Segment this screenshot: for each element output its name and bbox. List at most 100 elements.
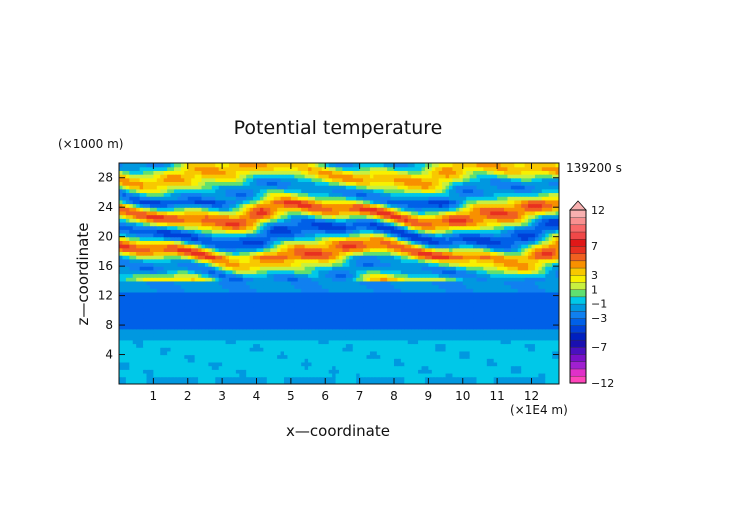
heatmap-cell <box>517 372 522 378</box>
heatmap-cell <box>390 244 395 249</box>
heatmap-cell <box>163 372 168 378</box>
heatmap-cell <box>449 269 454 275</box>
heatmap-cell <box>156 325 161 330</box>
heatmap-cell <box>366 310 371 315</box>
heatmap-cell <box>167 280 172 286</box>
heatmap-cell <box>380 380 385 384</box>
heatmap-cell <box>555 295 559 300</box>
heatmap-cell <box>253 288 258 293</box>
heatmap-cell <box>222 291 227 297</box>
heatmap-cell <box>442 328 447 334</box>
heatmap-cell <box>256 306 261 311</box>
heatmap-cell <box>497 266 502 271</box>
heatmap-cell <box>229 365 234 370</box>
heatmap-cell <box>517 310 522 315</box>
heatmap-cell <box>431 372 436 378</box>
heatmap-cell <box>215 339 220 345</box>
heatmap-cell <box>476 269 481 275</box>
heatmap-cell <box>304 247 309 252</box>
heatmap-cell <box>414 376 419 381</box>
heatmap-cell <box>308 328 313 334</box>
heatmap-cell <box>239 361 244 367</box>
heatmap-cell <box>119 350 124 356</box>
heatmap-cell <box>153 310 158 315</box>
heatmap-cell <box>459 372 464 378</box>
heatmap-cell <box>143 328 148 334</box>
heatmap-cell <box>259 350 264 356</box>
heatmap-cell <box>442 262 447 267</box>
heatmap-cell <box>418 262 423 267</box>
heatmap-cell <box>490 328 495 334</box>
heatmap-cell <box>342 332 347 337</box>
heatmap-cell <box>222 273 227 278</box>
heatmap-cell <box>342 302 347 308</box>
heatmap-cell <box>414 255 419 260</box>
heatmap-cell <box>541 251 546 256</box>
heatmap-cell <box>507 258 512 264</box>
heatmap-cell <box>369 358 374 363</box>
heatmap-cell <box>184 299 189 304</box>
heatmap-cell <box>424 350 429 356</box>
heatmap-cell <box>366 361 371 367</box>
heatmap-cell <box>129 339 134 345</box>
heatmap-cell <box>459 310 464 315</box>
heatmap-cell <box>469 339 474 345</box>
heatmap-cell <box>528 280 533 286</box>
heatmap-cell <box>483 358 488 363</box>
heatmap-cell <box>400 251 405 256</box>
heatmap-cell <box>273 361 278 367</box>
heatmap-cell <box>411 332 416 337</box>
heatmap-cell <box>263 255 268 260</box>
heatmap-cell <box>497 365 502 370</box>
heatmap-cell <box>521 262 526 267</box>
heatmap-cell <box>524 302 529 308</box>
heatmap-cell <box>201 258 206 264</box>
heatmap-cell <box>486 328 491 334</box>
heatmap-cell <box>493 269 498 275</box>
heatmap-cell <box>143 358 148 363</box>
heatmap-cell <box>177 277 182 282</box>
heatmap-cell <box>149 244 154 249</box>
heatmap-cell <box>435 358 440 363</box>
heatmap-cell <box>335 280 340 286</box>
heatmap-cell <box>476 369 481 374</box>
heatmap-cell <box>493 336 498 341</box>
heatmap-cell <box>455 336 460 341</box>
heatmap-cell <box>424 354 429 359</box>
heatmap-cell <box>174 372 179 378</box>
heatmap-cell <box>500 372 505 378</box>
heatmap-cell <box>194 288 199 293</box>
heatmap-cell <box>266 277 271 282</box>
heatmap-cell <box>380 244 385 249</box>
heatmap-cell <box>294 343 299 348</box>
heatmap-cell <box>318 291 323 297</box>
heatmap-cell <box>538 306 543 311</box>
heatmap-cell <box>335 291 340 297</box>
heatmap-cell <box>356 365 361 370</box>
heatmap-cell <box>342 273 347 278</box>
heatmap-cell <box>500 317 505 322</box>
heatmap-cell <box>424 280 429 286</box>
heatmap-cell <box>479 376 484 381</box>
heatmap-cell <box>421 332 426 337</box>
heatmap-cell <box>455 350 460 356</box>
heatmap-cell <box>366 280 371 286</box>
heatmap-cell <box>352 314 357 319</box>
heatmap-cell <box>321 380 326 384</box>
heatmap-cell <box>387 350 392 356</box>
heatmap-cell <box>129 321 134 326</box>
heatmap-cell <box>521 284 526 289</box>
heatmap-cell <box>438 277 443 282</box>
heatmap-cell <box>545 291 550 297</box>
heatmap-cell <box>483 255 488 260</box>
heatmap-cell <box>339 354 344 359</box>
heatmap-cell <box>225 361 230 367</box>
heatmap-cell <box>476 376 481 381</box>
heatmap-cell <box>229 288 234 293</box>
heatmap-cell <box>222 372 227 378</box>
heatmap-cell <box>174 273 179 278</box>
heatmap-cell <box>424 365 429 370</box>
heatmap-cell <box>380 361 385 367</box>
heatmap-cell <box>301 288 306 293</box>
heatmap-cell <box>184 328 189 334</box>
